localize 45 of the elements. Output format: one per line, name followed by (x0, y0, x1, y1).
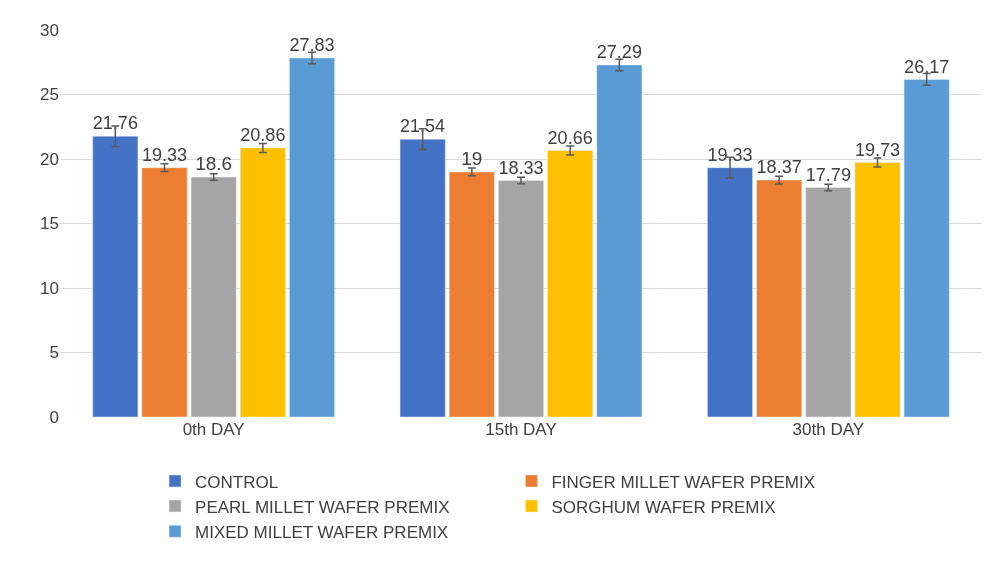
x-tick-label: 15th DAY (485, 420, 557, 439)
data-label: 18.33 (498, 157, 544, 178)
y-tick-label: 20 (40, 149, 59, 169)
y-tick-label: 5 (49, 343, 59, 363)
data-label: 18.6 (195, 153, 233, 175)
x-tick-label: 0th DAY (182, 420, 245, 439)
data-label: 17.79 (805, 164, 851, 185)
bar (756, 179, 803, 417)
y-tick-label: 25 (40, 85, 59, 105)
bar (92, 136, 139, 417)
data-label: 19.73 (854, 139, 901, 160)
bar (399, 138, 446, 417)
y-tick-label: 10 (40, 278, 59, 298)
bar (239, 147, 286, 417)
bar (141, 167, 188, 417)
bar (498, 180, 544, 417)
data-label: 27.83 (289, 35, 335, 56)
legend-label: SORGHUM WAFER PREMIX (551, 497, 776, 517)
y-tick-label: 15 (40, 214, 59, 234)
data-label: 27.29 (596, 42, 642, 63)
data-label: 21.54 (400, 116, 445, 137)
legend-label: PEARL MILLET WAFER PREMIX (195, 497, 450, 517)
data-label: 19.33 (707, 144, 753, 165)
data-label: 26.17 (904, 56, 950, 77)
data-label: 21.76 (92, 113, 138, 134)
data-label: 20.66 (547, 127, 593, 148)
legend-label: FINGER MILLET WAFER PREMIX (551, 472, 815, 492)
data-label: 19.33 (141, 144, 188, 165)
bar (805, 187, 852, 417)
x-tick-label: 30th DAY (792, 420, 865, 439)
y-tick-label: 0 (49, 407, 59, 427)
bar (854, 162, 901, 417)
bar (289, 57, 335, 417)
legend-label: MIXED MILLET WAFER PREMIX (195, 522, 449, 542)
legend-label: CONTROL (195, 472, 279, 492)
bar (903, 79, 950, 417)
bar (547, 150, 594, 417)
y-tick-label: 30 (40, 20, 59, 40)
bar (448, 171, 495, 417)
bar (596, 64, 643, 417)
data-label: 18.37 (756, 157, 802, 178)
data-label: 20.86 (240, 125, 286, 146)
bar (190, 176, 237, 417)
bar (707, 167, 753, 417)
data-label: 19 (461, 147, 483, 169)
